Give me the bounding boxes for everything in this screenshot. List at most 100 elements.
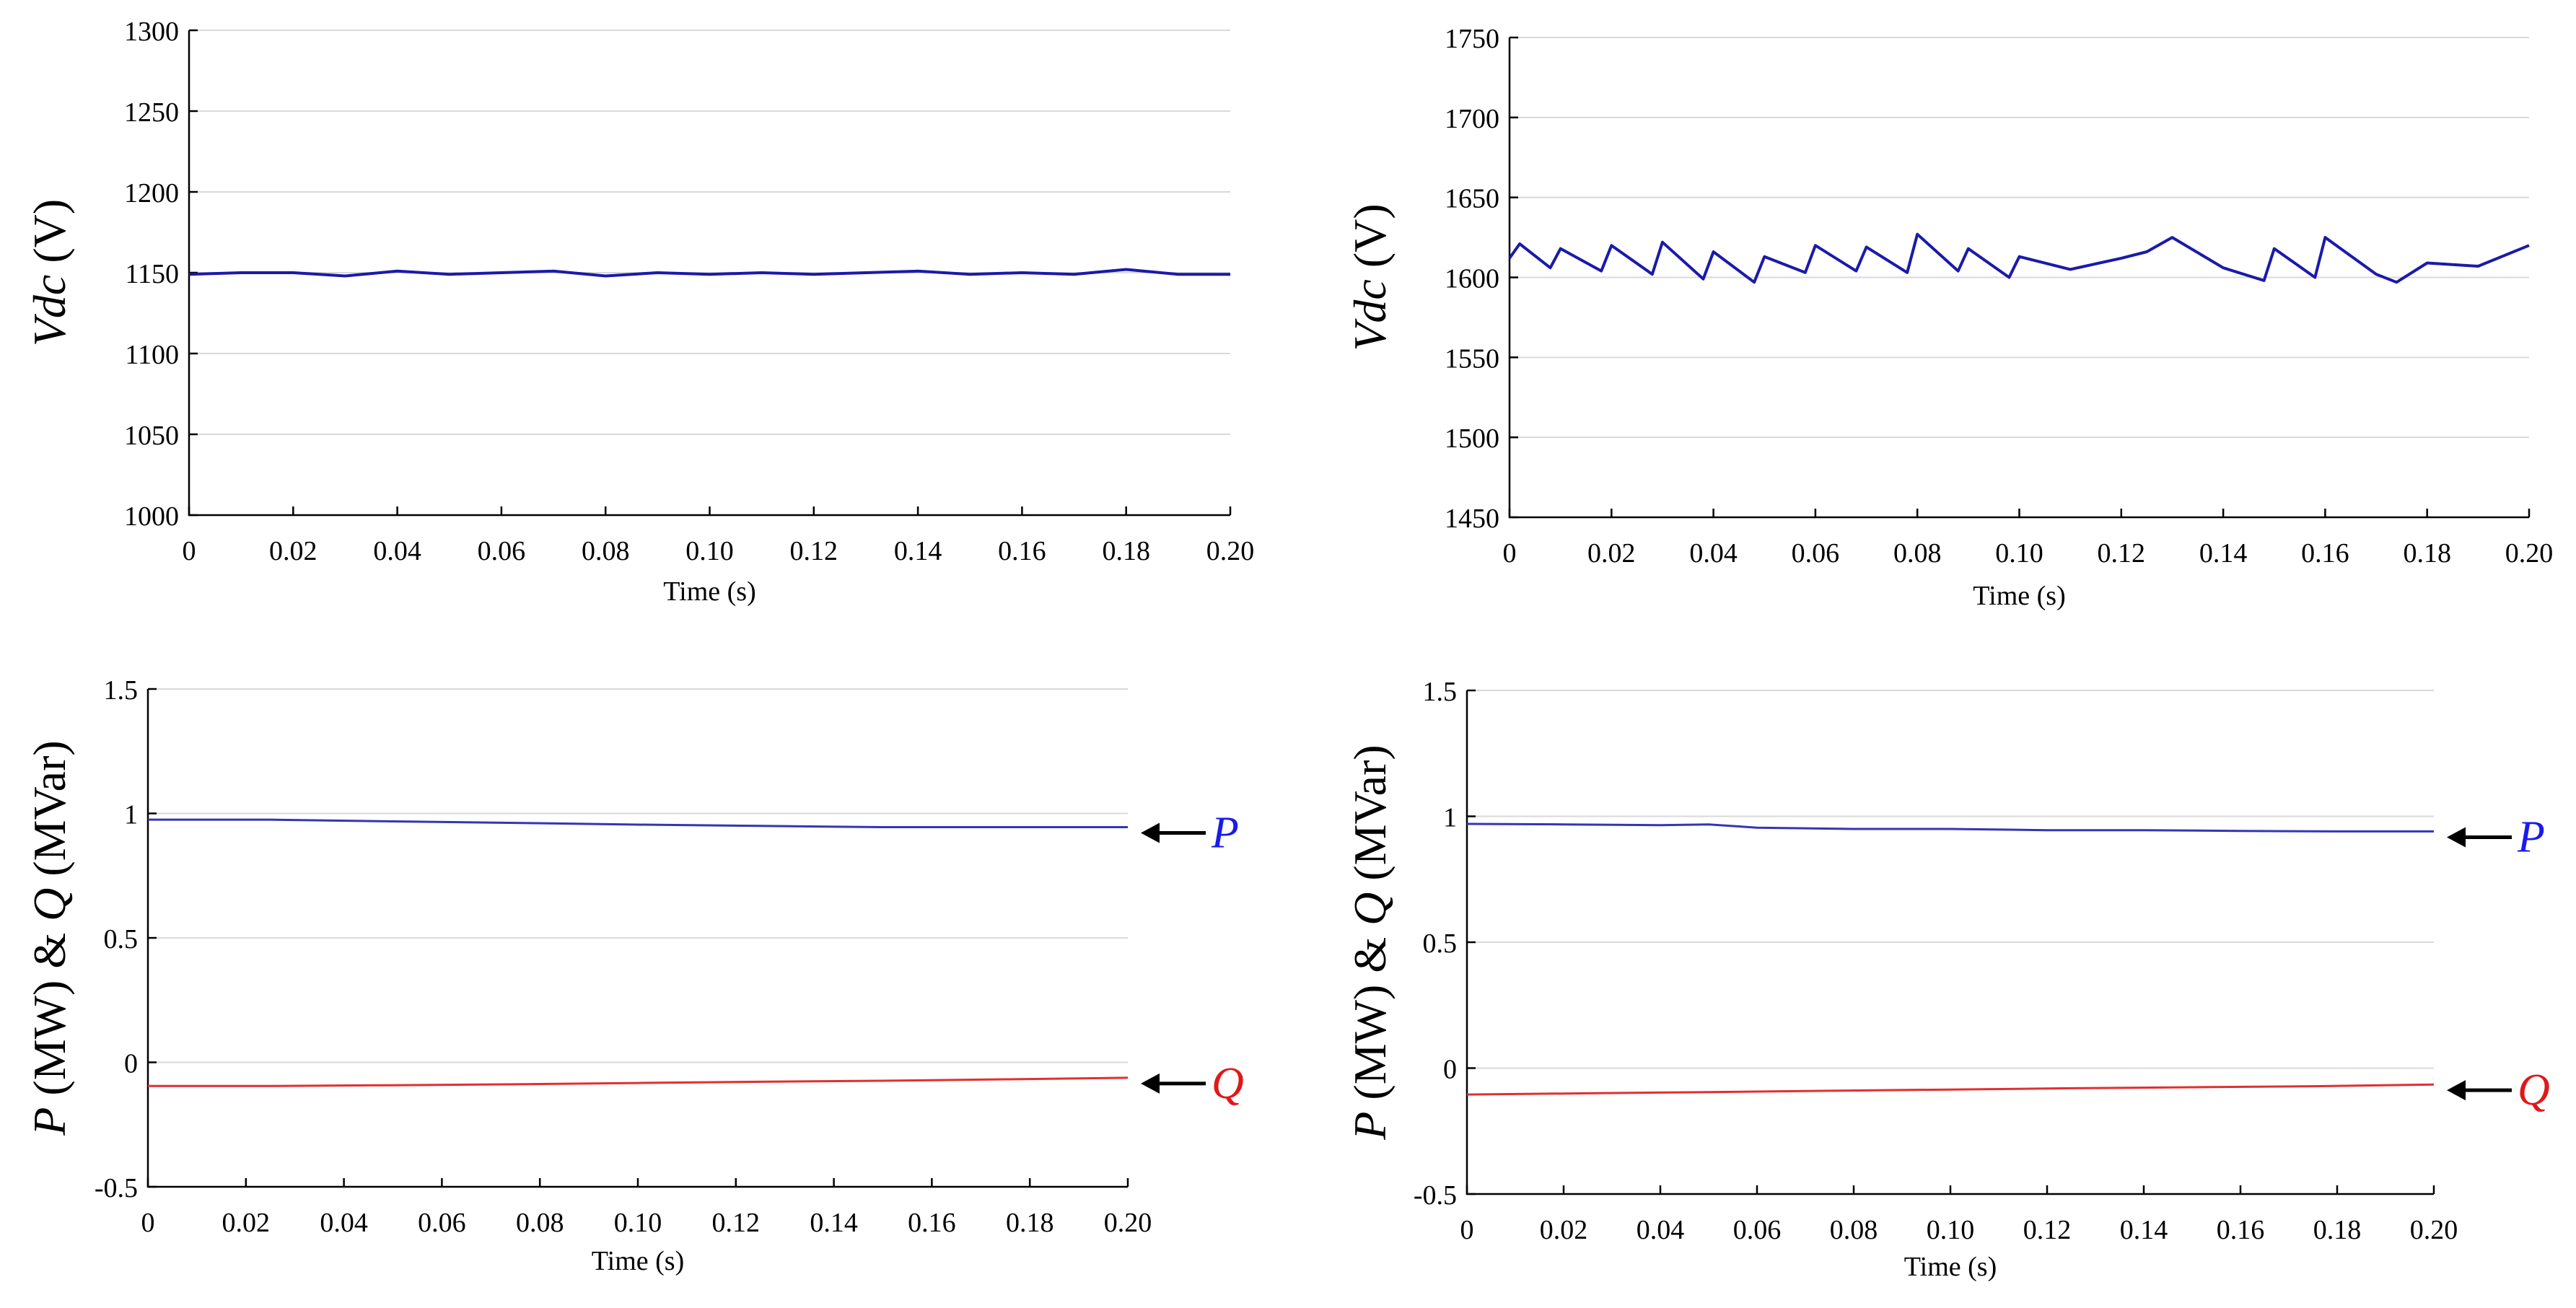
- series-line-q: [1466, 1083, 2435, 1096]
- y-tick-label: -0.5: [1414, 1180, 1457, 1211]
- x-tick-label: 0.02: [1587, 538, 1636, 569]
- axes: [1508, 38, 2529, 519]
- axes: [146, 689, 1128, 1188]
- x-tick-label: 0.06: [478, 536, 526, 566]
- x-axis-label: Time (s): [663, 576, 755, 607]
- y-tick-label: 1200: [124, 178, 179, 209]
- x-tick-label: 0.06: [1792, 538, 1840, 569]
- y-axis-label: Vdc (V): [1344, 203, 1396, 351]
- y-tick-label: 1550: [1445, 343, 1499, 374]
- x-tick-label: 0.08: [1830, 1215, 1878, 1245]
- x-tick-label: 0: [141, 1208, 155, 1238]
- x-tick-label: 0.14: [2199, 538, 2248, 569]
- y-tick-label: 1700: [1445, 104, 1499, 134]
- x-tick-label: 0.12: [2098, 538, 2146, 569]
- arrow-head: [1141, 822, 1160, 843]
- y-tick-label: 1.5: [104, 675, 139, 706]
- x-tick-label: 0.04: [320, 1208, 368, 1238]
- x-tick-label: 0.04: [373, 536, 421, 566]
- x-tick-label: 0.08: [582, 536, 630, 566]
- x-tick-label: 0.04: [1689, 538, 1738, 569]
- axes: [188, 30, 1230, 517]
- axes: [1466, 690, 2434, 1195]
- y-axis-label: P (MW) & Q (MVar): [24, 740, 75, 1136]
- x-tick-label: 0.16: [2217, 1215, 2265, 1245]
- x-tick-label: 0.02: [269, 536, 317, 566]
- x-tick-label: 0.14: [2120, 1215, 2168, 1245]
- annotation-label-p: P: [1211, 808, 1239, 857]
- annotation-arrow-q: [1141, 1073, 1206, 1094]
- x-tick-label: 0.08: [1893, 538, 1942, 569]
- series-line-vdc: [188, 268, 1230, 278]
- chart-top-left: 1000 1050 1100 1150 1200 1250 1300 0 0.02 0.04 0.0…: [24, 17, 1254, 607]
- arrow-head: [2447, 1080, 2466, 1101]
- x-tick-label: 0.18: [1006, 1208, 1054, 1238]
- x-tick-label: 0.10: [1995, 538, 2043, 569]
- x-axis-label: Time (s): [1904, 1252, 1997, 1282]
- x-tick-label: 0.20: [1206, 536, 1255, 566]
- arrow-head: [1141, 1073, 1160, 1094]
- chart-bottom-right: -0.500.511.50 0.02 0.04 0.06 0.08 0.10 0.12 0.1…: [1344, 677, 2550, 1282]
- x-tick-label: 0.10: [1927, 1215, 1975, 1245]
- annotation-arrow-q: [2447, 1080, 2512, 1101]
- y-axis-label: P (MW) & Q (MVar): [1344, 745, 1396, 1140]
- series-line-p: [1466, 822, 2434, 833]
- x-tick-label: 0.04: [1637, 1215, 1685, 1245]
- y-tick-label: 0.5: [104, 924, 139, 954]
- y-tick-label: 0.5: [1423, 929, 1458, 959]
- x-tick-label: 0.06: [418, 1208, 466, 1238]
- y-tick-label: 0: [1443, 1055, 1457, 1085]
- x-tick-label: 0.02: [1540, 1215, 1588, 1245]
- x-tick-label: 0.18: [1102, 536, 1150, 566]
- x-tick-label: 0.16: [908, 1208, 956, 1238]
- x-tick-label: 0.20: [2410, 1215, 2458, 1245]
- x-tick-label: 0.08: [516, 1208, 564, 1238]
- x-tick-label: 0: [1503, 538, 1517, 569]
- annotation-label-p: P: [2517, 812, 2545, 861]
- x-axis-label: Time (s): [592, 1246, 684, 1276]
- y-axis-label: Vdc (V): [24, 199, 75, 346]
- annotation-label-q: Q: [2518, 1066, 2550, 1115]
- annotation-label-q: Q: [1212, 1059, 1244, 1108]
- y-tick-label: 1000: [124, 501, 179, 532]
- x-axis-label: Time (s): [1973, 581, 2065, 611]
- y-tick-label: 1450: [1445, 504, 1499, 534]
- chart-bottom-left: -0.500.511.50 0.02 0.04 0.06 0.08 0.10 0.12 0.1…: [24, 675, 1244, 1276]
- series-line-q: [148, 1076, 1129, 1087]
- x-tick-label: 0.02: [222, 1208, 271, 1238]
- y-tick-label: 1: [1443, 803, 1457, 833]
- arrow-head: [2447, 827, 2466, 848]
- y-tick-label: 1: [124, 800, 138, 830]
- y-tick-label: 1100: [125, 340, 179, 370]
- x-tick-label: 0.20: [1104, 1208, 1152, 1238]
- y-tick-label: 1300: [124, 17, 179, 47]
- y-tick-label: 0: [124, 1049, 138, 1079]
- x-tick-label: 0.18: [2403, 538, 2451, 569]
- x-tick-label: 0.10: [685, 536, 734, 566]
- y-tick-label: 1600: [1445, 264, 1499, 294]
- y-tick-label: -0.5: [95, 1173, 138, 1203]
- annotation-arrow-p: [2447, 827, 2512, 848]
- x-tick-label: 0: [1460, 1215, 1474, 1245]
- series-line-p: [148, 818, 1128, 828]
- series-line-vdc: [1508, 232, 2530, 284]
- x-tick-label: 0.06: [1733, 1215, 1782, 1245]
- x-tick-label: 0.18: [2313, 1215, 2362, 1245]
- y-tick-label: 1050: [124, 421, 179, 451]
- x-tick-label: 0: [183, 536, 196, 566]
- x-tick-label: 0.12: [2023, 1215, 2072, 1245]
- x-tick-label: 0.14: [894, 536, 942, 566]
- x-tick-label: 0.16: [998, 536, 1046, 566]
- x-tick-label: 0.16: [2301, 538, 2349, 569]
- y-tick-label: 1750: [1445, 24, 1499, 54]
- annotation-arrow-p: [1141, 822, 1206, 843]
- x-tick-label: 0.12: [790, 536, 838, 566]
- x-tick-label: 0.10: [614, 1208, 662, 1238]
- chart-top-right: 1450 1500 1550 1600 1650 1700 1750 0 0.02 0.04 0.0…: [1344, 24, 2553, 611]
- y-tick-label: 1650: [1445, 184, 1499, 214]
- y-tick-label: 1150: [125, 259, 179, 289]
- y-tick-label: 1500: [1445, 423, 1499, 454]
- y-tick-label: 1250: [124, 97, 179, 128]
- y-tick-label: 1.5: [1423, 677, 1458, 707]
